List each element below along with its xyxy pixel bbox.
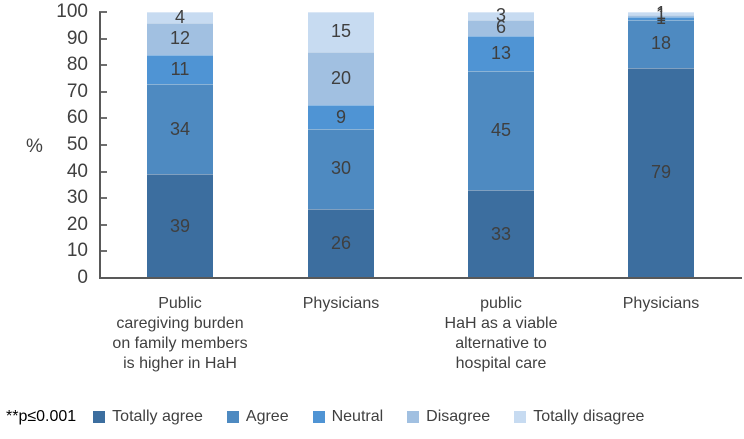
y-tick-label: 10 [66,240,88,262]
x-category-label: Public caregiving burden on family members… [90,294,270,374]
bar-segment: 13 [468,35,534,71]
y-axis-title: % [26,136,43,157]
legend-label: Agree [245,408,289,425]
y-tick-label: 80 [66,54,88,76]
legend-item: Totally disagree [514,408,644,426]
bar-segment: 1 [628,5,694,25]
y-tick-mark [99,64,107,67]
y-tick-mark [99,144,107,146]
bar-segment: 34 [147,83,213,175]
x-category-label-line: Physicians [622,295,700,312]
y-tick-label: 0 [77,267,88,288]
x-category-label: Physicians [251,294,431,314]
bar-segment: 15 [308,12,374,52]
y-tick-mark [99,90,107,93]
y-tick-label: 100 [56,1,88,22]
legend-label: Totally disagree [533,408,645,425]
bar-segment: 1 [628,8,694,28]
bar-segment: 6 [468,17,534,37]
x-category-label-line: public [480,295,522,312]
legend-swatch-icon [226,411,239,423]
legend-item: Neutral [312,408,384,426]
y-tick-label: 70 [66,80,88,102]
y-tick-mark [99,37,107,40]
bar-segment: 45 [468,70,534,191]
legend-item: Agree [226,408,289,426]
bar-segment: 18 [628,19,694,68]
legend-label: Neutral [331,408,384,425]
legend-item: Disagree [407,408,490,426]
bar-segment: 79 [628,67,694,278]
y-tick-label: 60 [66,107,88,129]
bar-segment: 39 [147,174,213,278]
bar-segment: 26 [308,208,374,278]
bar-segment: 11 [147,54,213,84]
legend-swatch-icon [514,411,527,423]
bar-segment: 1 [628,3,694,23]
bar-segment: 4 [147,7,213,27]
x-axis-baseline [99,277,742,279]
y-tick-label: 20 [66,213,88,235]
footer-row: **p≤0.001 Totally agree Agree Neutral Disag… [6,403,744,431]
bar-segment: 33 [468,190,534,278]
legend-item: Totally agree [93,408,203,426]
bar-segment: 30 [308,129,374,209]
y-tick-mark [99,197,107,200]
y-tick-mark [99,170,107,173]
x-category-label-line: HaH as a viable [444,315,558,332]
x-category-label-line: on family members [112,335,248,352]
x-category-label: public HaH as a viable alternative to hospi… [411,294,591,374]
x-category-label: Physicians [571,294,744,314]
significance-note: **p≤0.001 [6,408,77,425]
y-tick-label: 40 [66,160,88,182]
x-category-label-line: caregiving burden [116,315,244,332]
y-tick-mark [99,117,107,120]
legend-label: Totally agree [112,408,203,425]
y-tick-label: 90 [66,27,88,49]
x-category-label-line: hospital care [455,355,547,372]
y-tick-mark [99,223,107,226]
bar-segment: 3 [468,5,534,25]
bar-segment: 20 [308,51,374,106]
legend-swatch-icon [407,411,420,423]
x-category-label-line: alternative to [455,335,547,352]
x-category-label-line: Physicians [302,295,380,312]
y-tick-label: 30 [66,187,88,209]
x-category-label-line: Public [158,295,202,312]
legend-swatch-icon [93,411,106,423]
y-tick-mark [99,250,107,253]
legend-label: Disagree [426,408,491,425]
legend: Totally agree Agree Neutral Disagree Totally… [93,408,668,426]
bar-segment: 12 [147,22,213,55]
y-axis-line [99,12,101,278]
bar-segment: 9 [308,105,374,130]
y-tick-mark [99,11,107,13]
y-tick-label: 50 [66,134,88,155]
legend-swatch-icon [312,411,325,423]
x-category-label-line: is higher in HaH [123,355,237,372]
